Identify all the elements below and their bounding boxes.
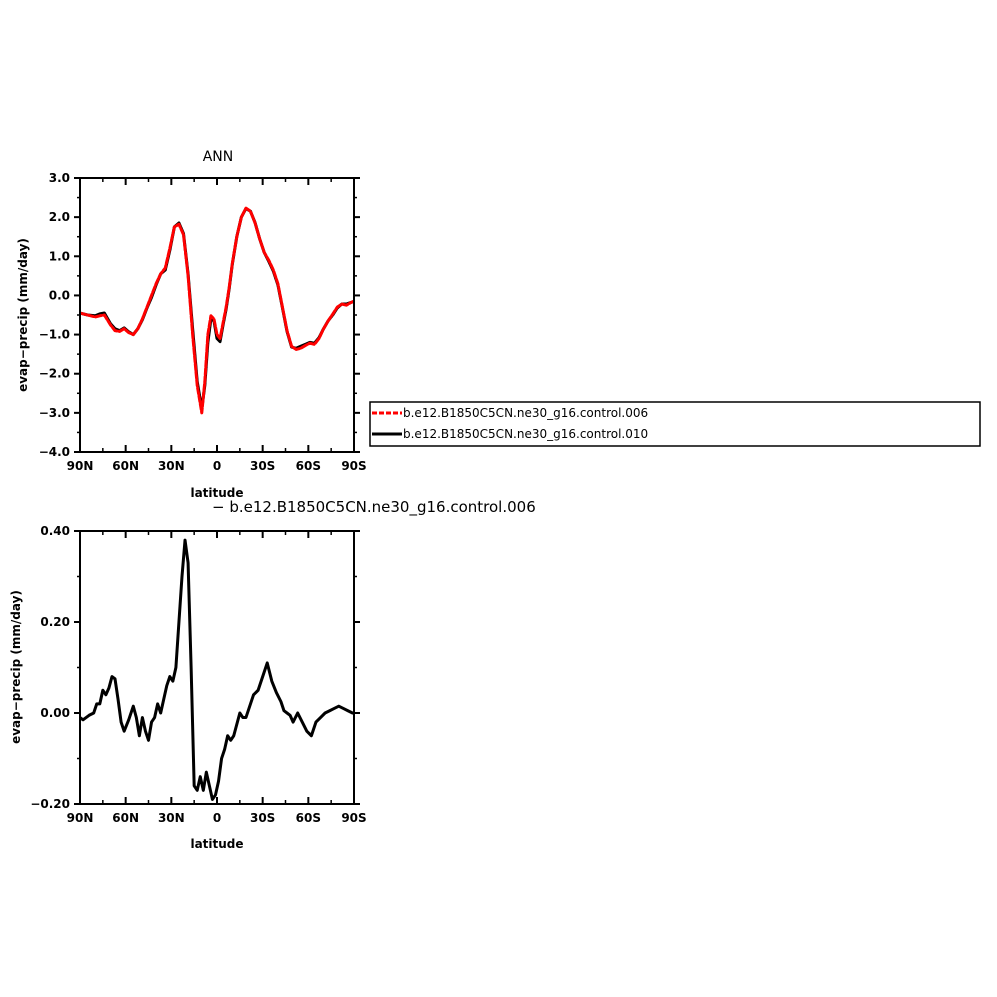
top-ytick-label: 1.0 <box>49 249 70 263</box>
bottom-plot-xlabel: latitude <box>190 837 243 851</box>
top-ytick-label: −3.0 <box>39 406 70 420</box>
bottom-plot-ylabel: evap−precip (mm/day) <box>9 590 23 744</box>
legend-label-control-006: b.e12.B1850C5CN.ne30_g16.control.006 <box>403 406 648 420</box>
top-ytick-label: 3.0 <box>49 171 70 185</box>
top-plot-axes: 90N 60N 30N 0 30S 60S 90S −4.0 −3.0 −2.0 −1.0 0.0 1.… <box>39 171 367 473</box>
top-plot-frame <box>79 177 355 453</box>
top-xtick-label: 60S <box>296 459 321 473</box>
top-ytick-label: 2.0 <box>49 210 70 224</box>
top-xtick-label: 90N <box>67 459 94 473</box>
legend-label-control-010: b.e12.B1850C5CN.ne30_g16.control.010 <box>403 427 648 441</box>
top-xtick-label: 30N <box>158 459 185 473</box>
bottom-xtick-label: 60N <box>112 811 139 825</box>
top-ytick-label: −4.0 <box>39 445 70 459</box>
top-series-line-0 <box>80 206 354 415</box>
top-plot-xlabel: latitude <box>190 486 243 500</box>
top-ytick-label: −2.0 <box>39 367 70 381</box>
bottom-xtick-label: 60S <box>296 811 321 825</box>
bottom-plot-series-group <box>80 538 354 801</box>
bottom-xtick-label: 0 <box>213 811 221 825</box>
top-ytick-label: 0.0 <box>49 288 70 302</box>
bottom-xtick-label: 30S <box>250 811 275 825</box>
bottom-plot-frame <box>79 530 355 805</box>
bottom-ytick-label: 0.40 <box>40 524 70 538</box>
top-xtick-label: 60N <box>112 459 139 473</box>
bottom-ytick-label: −0.20 <box>30 797 70 811</box>
top-plot-ylabel: evap−precip (mm/day) <box>16 238 30 392</box>
bottom-xtick-label: 90N <box>67 811 94 825</box>
bottom-plot-title: − b.e12.B1850C5CN.ne30_g16.control.006 <box>212 498 536 517</box>
top-plot-title: ANN <box>203 149 234 165</box>
top-xtick-label: 0 <box>213 459 221 473</box>
bottom-series-line-0 <box>80 538 354 801</box>
top-plot-series-group <box>80 206 354 415</box>
top-plot-panel: ANN 90N 60N 30N 0 30S 60S 90S −4.0 −3.0 −2.0 −1.0 0… <box>16 149 367 500</box>
top-ytick-label: −1.0 <box>39 328 70 342</box>
legend-box <box>369 401 981 447</box>
bottom-ytick-label: 0.00 <box>40 706 70 720</box>
top-series-line-1 <box>80 207 354 411</box>
bottom-plot-axes: 90N 60N 30N 0 30S 60S 90S −0.20 0.00 0.20 0.40 <box>30 524 366 825</box>
top-xtick-label: 90S <box>341 459 366 473</box>
bottom-plot-panel: − b.e12.B1850C5CN.ne30_g16.control.006 9… <box>9 498 536 851</box>
bottom-xtick-label: 90S <box>341 811 366 825</box>
legend: b.e12.B1850C5CN.ne30_g16.control.006 b.e… <box>369 401 981 447</box>
bottom-xtick-label: 30N <box>158 811 185 825</box>
bottom-ytick-label: 0.20 <box>40 615 70 629</box>
top-xtick-label: 30S <box>250 459 275 473</box>
